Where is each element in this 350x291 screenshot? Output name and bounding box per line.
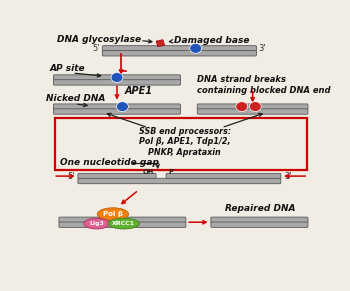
Text: AP site: AP site [49, 63, 85, 72]
Circle shape [236, 102, 248, 111]
Ellipse shape [84, 218, 110, 229]
FancyBboxPatch shape [166, 173, 281, 179]
Text: 3': 3' [259, 44, 266, 53]
Bar [156, 40, 165, 47]
Circle shape [190, 43, 202, 53]
Text: Repaired DNA: Repaired DNA [225, 204, 296, 213]
Text: DNA strand breaks
containing blocked DNA end: DNA strand breaks containing blocked DNA… [197, 75, 330, 95]
FancyBboxPatch shape [211, 222, 308, 227]
Text: Lig3: Lig3 [89, 221, 104, 226]
FancyBboxPatch shape [78, 178, 281, 184]
FancyBboxPatch shape [54, 109, 181, 114]
Text: Pol β: Pol β [103, 211, 123, 217]
Text: Damaged base: Damaged base [174, 36, 250, 45]
Circle shape [117, 102, 128, 111]
FancyBboxPatch shape [54, 75, 181, 80]
FancyBboxPatch shape [102, 46, 257, 51]
FancyBboxPatch shape [197, 104, 308, 109]
FancyBboxPatch shape [211, 217, 308, 222]
FancyBboxPatch shape [59, 217, 186, 222]
Text: DNA glycosylase: DNA glycosylase [57, 35, 141, 44]
Text: One nucleotide gap: One nucleotide gap [60, 158, 159, 167]
FancyBboxPatch shape [197, 109, 308, 114]
Text: Nicked DNA: Nicked DNA [47, 94, 106, 103]
Text: SSB end processors:
Pol β, APE1, Tdp1/2,
PNKP, Aprataxin: SSB end processors: Pol β, APE1, Tdp1/2,… [139, 127, 231, 157]
FancyBboxPatch shape [59, 222, 186, 227]
FancyBboxPatch shape [54, 80, 181, 85]
FancyBboxPatch shape [121, 104, 181, 109]
Circle shape [249, 102, 261, 111]
Text: 5': 5' [93, 44, 100, 53]
Text: APE1: APE1 [125, 86, 153, 96]
Circle shape [111, 72, 123, 82]
Text: OH: OH [142, 169, 154, 175]
Bar [55, 118, 307, 171]
FancyBboxPatch shape [54, 104, 119, 109]
FancyBboxPatch shape [102, 51, 257, 56]
Text: 3': 3' [284, 172, 292, 181]
Text: XRCC1: XRCC1 [112, 221, 135, 226]
Ellipse shape [108, 218, 139, 229]
Text: P: P [169, 169, 173, 175]
FancyBboxPatch shape [78, 173, 156, 179]
Ellipse shape [97, 208, 128, 221]
Text: 5': 5' [68, 172, 75, 181]
